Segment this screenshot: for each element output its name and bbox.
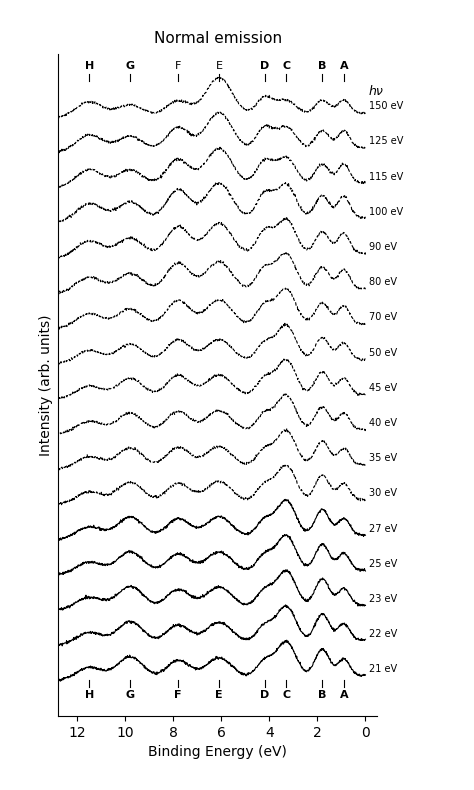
Text: B: B [318,61,327,71]
Text: 25 eV: 25 eV [369,559,397,569]
Text: 125 eV: 125 eV [369,137,403,146]
Text: D: D [260,690,269,700]
Text: F: F [174,690,182,700]
Text: H: H [85,690,94,700]
Text: 30 eV: 30 eV [369,488,397,498]
Text: H: H [85,61,94,71]
Text: 27 eV: 27 eV [369,524,397,534]
Text: 23 eV: 23 eV [369,594,397,604]
Text: 90 eV: 90 eV [369,242,397,252]
X-axis label: Binding Energy (eV): Binding Energy (eV) [148,745,287,759]
Text: 70 eV: 70 eV [369,312,397,322]
Text: B: B [318,690,327,700]
Text: 50 eV: 50 eV [369,348,397,358]
Text: A: A [339,61,348,71]
Text: 100 eV: 100 eV [369,207,403,216]
Text: 21 eV: 21 eV [369,664,397,675]
Text: 22 eV: 22 eV [369,630,397,639]
Text: 80 eV: 80 eV [369,277,397,288]
Text: G: G [126,61,135,71]
Text: G: G [126,690,135,700]
Text: hν: hν [369,85,384,98]
Text: 150 eV: 150 eV [369,101,403,111]
Text: 35 eV: 35 eV [369,453,397,463]
Text: C: C [282,61,290,71]
Title: Normal emission: Normal emission [154,31,282,46]
Text: A: A [339,690,348,700]
Text: F: F [175,61,182,71]
Text: 45 eV: 45 eV [369,383,397,393]
Text: E: E [216,61,222,71]
Text: D: D [260,61,269,71]
Text: E: E [215,690,223,700]
Text: 40 eV: 40 eV [369,418,397,428]
Y-axis label: Intensity (arb. units): Intensity (arb. units) [39,314,53,456]
Text: C: C [282,690,290,700]
Text: 115 eV: 115 eV [369,171,403,182]
